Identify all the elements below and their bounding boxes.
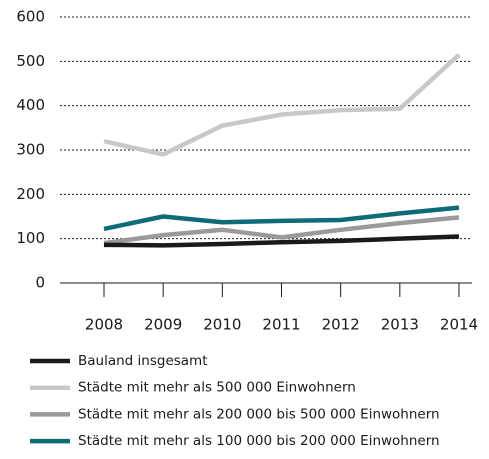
x-tick-label: 2014 (440, 316, 478, 334)
x-tick-label: 2010 (203, 316, 241, 334)
legend-label: Städte mit mehr als 200 000 bis 500 000 … (78, 406, 440, 422)
x-tick-label: 2013 (381, 316, 419, 334)
series-line (103, 205, 460, 232)
legend-label: Städte mit mehr als 500 000 Einwohnern (78, 380, 356, 396)
x-tick-label: 2012 (322, 316, 360, 334)
legend-label: Städte mit mehr als 100 000 bis 200 000 … (78, 433, 440, 449)
y-tick-label: 500 (16, 52, 45, 70)
y-tick-label: 300 (16, 141, 45, 159)
y-tick-label: 0 (35, 274, 45, 292)
legend: Bauland insgesamt Städte mit mehr als 500… (30, 353, 440, 449)
legend-label: Bauland insgesamt (78, 353, 208, 369)
x-tick-label: 2008 (85, 316, 123, 334)
series-line (103, 53, 461, 157)
series-line (103, 215, 460, 246)
y-tick-label: 600 (16, 8, 45, 26)
y-tick-label: 200 (16, 185, 45, 203)
y-tick-label: 400 (16, 96, 45, 114)
y-tick-label: 100 (16, 229, 45, 247)
x-tick-label: 2009 (144, 316, 182, 334)
series-line (103, 234, 460, 248)
x-tick-label: 2011 (262, 316, 300, 334)
